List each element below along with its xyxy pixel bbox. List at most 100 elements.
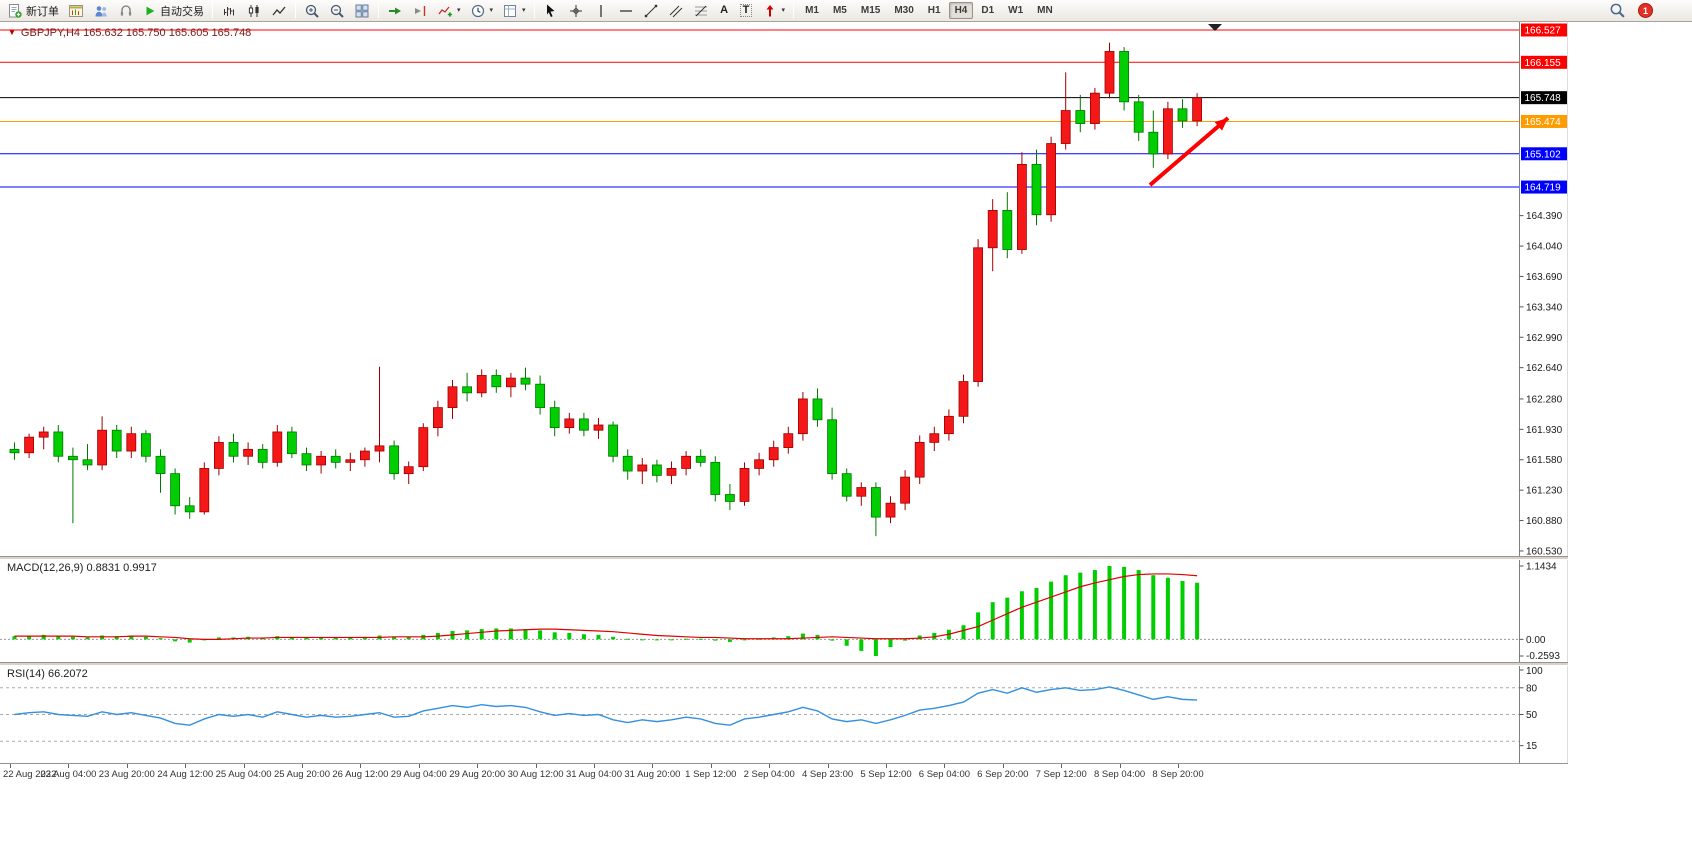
indicators-button[interactable]: ▾	[433, 1, 465, 21]
time-axis-label: 29 Aug 20:00	[449, 769, 506, 780]
channel-tool-button[interactable]	[664, 1, 688, 21]
time-axis-label: 4 Sep 23:00	[801, 769, 854, 780]
timeframe-h4-button[interactable]: H4	[948, 2, 974, 19]
cursor-tool-button[interactable]	[539, 1, 563, 21]
toolbar-separator	[212, 3, 213, 18]
notification-badge[interactable]: 1	[1638, 3, 1653, 18]
timeframe-m15-button[interactable]: M15	[860, 5, 881, 16]
time-axis-tick	[1178, 764, 1179, 768]
time-axis-tick	[68, 764, 70, 768]
time-axis-tick	[360, 764, 362, 768]
time-axis-tick	[710, 764, 712, 768]
time-axis-tick	[944, 764, 946, 768]
timeframe-m30-button[interactable]: M30	[894, 5, 914, 16]
time-axis-tick	[827, 764, 829, 768]
time-axis-label: 7 Sep 12:00	[1035, 769, 1087, 780]
time-axis-label: 26 Aug 12:00	[332, 769, 389, 780]
svg-text:164.719: 164.719	[1525, 183, 1562, 194]
panel-divider[interactable]	[0, 556, 1568, 560]
svg-text:165.102: 165.102	[1525, 149, 1562, 160]
rsi-panel[interactable]: 100 80 50 15	[0, 666, 1568, 763]
candlestick-mode-button[interactable]	[242, 1, 266, 21]
main-price-chart[interactable]: 164.390 164.040 163.690 163.340 162.990 162.6…	[0, 22, 1568, 556]
time-axis-label: 5 Sep 12:00	[860, 769, 912, 780]
periods-button[interactable]: ▾	[466, 1, 498, 21]
time-axis-label: 30 Aug 12:00	[507, 769, 564, 780]
tile-windows-button[interactable]	[350, 1, 374, 21]
fibonacci-tool-button[interactable]	[689, 1, 713, 21]
horizontal-line-icon	[619, 9, 632, 12]
time-axis-tick	[302, 764, 303, 768]
timeframe-m5-button[interactable]: M5	[832, 5, 847, 16]
macd-panel[interactable]: 1.1434 0.00 -0.2593	[0, 560, 1568, 662]
timeframe-d1-button[interactable]: D1	[981, 5, 995, 16]
horizontal-line-tool-button[interactable]	[614, 1, 638, 21]
time-axis-tick	[10, 764, 11, 768]
auto-scroll-button[interactable]	[383, 1, 407, 21]
svg-text:0.00: 0.00	[1526, 635, 1546, 646]
arrows-tool-button[interactable]: ▾	[758, 1, 790, 21]
timeframe-h1-button[interactable]: H1	[927, 5, 941, 16]
zoom-out-button[interactable]	[325, 1, 349, 21]
label-tool-button[interactable]: T	[736, 1, 757, 21]
new-chart-button[interactable]	[64, 1, 88, 21]
time-axis-label: 29 Aug 04:00	[390, 769, 447, 780]
panel-divider[interactable]	[0, 662, 1568, 666]
equidistant-channel-icon	[669, 5, 682, 17]
bar-chart-mode-button[interactable]	[217, 1, 241, 21]
trendline-icon	[644, 4, 657, 17]
crosshair-icon	[569, 4, 582, 17]
timeframe-w1-button[interactable]: W1	[1008, 5, 1024, 16]
svg-text:160.880: 160.880	[1526, 516, 1563, 527]
macd-indicator-label: MACD(12,26,9) 0.8831 0.9917	[7, 562, 157, 574]
time-axis[interactable]: 22 Aug 2022 23 Aug 04:00 23 Aug 20:00 24 Au…	[0, 763, 1568, 781]
timeframe-m1-button[interactable]: M1	[805, 5, 819, 16]
auto-scroll-icon	[389, 7, 401, 14]
new-order-icon	[9, 3, 22, 18]
svg-text:-0.2593: -0.2593	[1526, 651, 1560, 662]
text-tool-button[interactable]: A	[714, 1, 735, 21]
text-tool-icon: A	[720, 4, 729, 16]
symbol-ohlc-header: ▼ GBPJPY,H4 165.632 165.750 165.605 165.…	[8, 27, 251, 39]
arrow-object-icon	[766, 4, 774, 16]
templates-button[interactable]: ▾	[498, 1, 530, 21]
time-axis-tick	[1061, 764, 1063, 768]
zoom-in-button[interactable]	[300, 1, 324, 21]
symbol-marker-icon: ▼	[8, 28, 16, 37]
line-chart-mode-button[interactable]	[267, 1, 291, 21]
crosshair-tool-button[interactable]	[564, 1, 588, 21]
vertical-line-tool-button[interactable]	[589, 1, 613, 21]
svg-text:162.640: 162.640	[1526, 363, 1563, 374]
svg-text:161.230: 161.230	[1526, 486, 1563, 497]
autotrading-button[interactable]: 自动交易	[139, 1, 208, 21]
svg-text:164.390: 164.390	[1526, 211, 1563, 222]
svg-text:166.155: 166.155	[1525, 58, 1562, 69]
new-order-button[interactable]: 新订单	[3, 1, 63, 21]
line-chart-icon	[272, 6, 286, 15]
profiles-button[interactable]	[89, 1, 113, 21]
time-axis-tick	[535, 764, 537, 768]
svg-text:1.1434: 1.1434	[1526, 562, 1557, 573]
svg-text:80: 80	[1526, 683, 1538, 694]
search-icon[interactable]	[1609, 2, 1626, 19]
trendline-tool-button[interactable]	[639, 1, 663, 21]
vertical-line-icon	[599, 4, 602, 17]
toolbar: 新订单 自动交易 ▾ ▾	[0, 0, 1692, 22]
sound-button[interactable]	[114, 1, 138, 21]
timeframe-group: M1 M5 M15 M30 H1 H4 D1 W1 MN	[798, 2, 1060, 19]
time-axis-tick	[126, 764, 128, 768]
zoom-in-icon	[305, 4, 319, 18]
svg-text:100: 100	[1526, 666, 1543, 677]
new-order-label: 新订单	[26, 5, 59, 18]
new-chart-icon	[69, 4, 83, 17]
time-axis-tick	[769, 764, 771, 768]
time-axis-label: 6 Sep 20:00	[977, 769, 1029, 780]
chart-shift-button[interactable]	[408, 1, 432, 21]
svg-text:162.990: 162.990	[1526, 333, 1563, 344]
time-axis-label: 22 Aug 2022	[3, 769, 57, 780]
chevron-down-icon: ▾	[489, 7, 494, 14]
svg-text:166.527: 166.527	[1525, 25, 1562, 36]
time-axis-tick	[886, 764, 887, 768]
time-axis-label: 2 Sep 04:00	[743, 769, 795, 780]
timeframe-mn-button[interactable]: MN	[1037, 5, 1053, 16]
